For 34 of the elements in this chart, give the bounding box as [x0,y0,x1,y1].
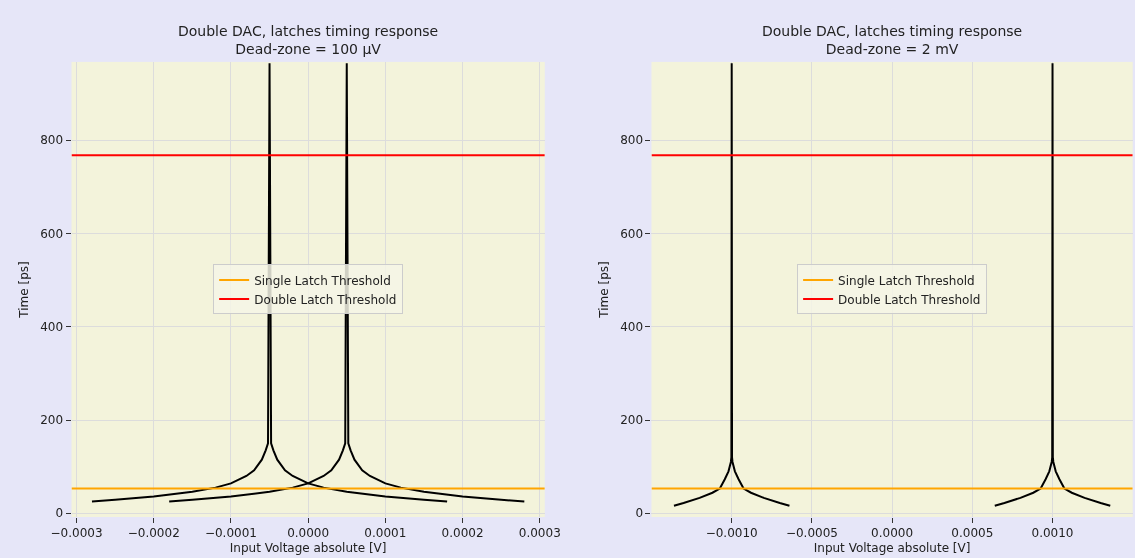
legend-label: Single Latch Threshold [254,273,391,288]
y-tick-label: 800 [620,133,644,148]
x-axis-title: Input Voltage absolute [V] [813,541,971,556]
x-tick-label: −0.0003 [50,526,103,541]
legend-label: Single Latch Threshold [838,273,975,288]
x-tick-label: 0.0000 [871,526,914,541]
x-tick-label: −0.0005 [785,526,838,541]
y-axis-title: Time [ps] [597,261,612,319]
y-tick-label: 600 [40,226,64,241]
x-tick-label: 0.0000 [287,526,330,541]
y-tick-label: 600 [620,226,644,241]
y-axis-title: Time [ps] [17,261,32,319]
x-tick-label: 0.0010 [1031,526,1074,541]
x-axis-title: Input Voltage absolute [V] [229,541,387,556]
y-tick-label: 800 [40,133,64,148]
x-tick-label: −0.0001 [204,526,257,541]
y-tick-label: 200 [40,413,64,428]
x-tick-label: 0.0005 [951,526,994,541]
chart-title: Double DAC, latches timing response Dead-zone = 2 mV [762,23,1023,58]
y-tick-label: 400 [620,319,644,334]
line-series [672,62,791,507]
x-tick-label: 0.0002 [441,526,484,541]
y-tick-label: 0 [55,506,64,521]
x-tick-label: −0.0010 [705,526,758,541]
y-tick-label: 400 [40,319,64,334]
chart-title: Double DAC, latches timing response Dead-zone = 100 μV [178,23,439,58]
x-tick-label: 0.0003 [518,526,561,541]
legend-label: Double Latch Threshold [838,292,981,307]
x-tick-label: −0.0002 [127,526,180,541]
legend-label: Double Latch Threshold [254,292,397,307]
x-tick-label: 0.0001 [364,526,407,541]
y-tick-label: 0 [635,506,644,521]
line-series [993,62,1112,507]
y-tick-label: 200 [620,413,644,428]
